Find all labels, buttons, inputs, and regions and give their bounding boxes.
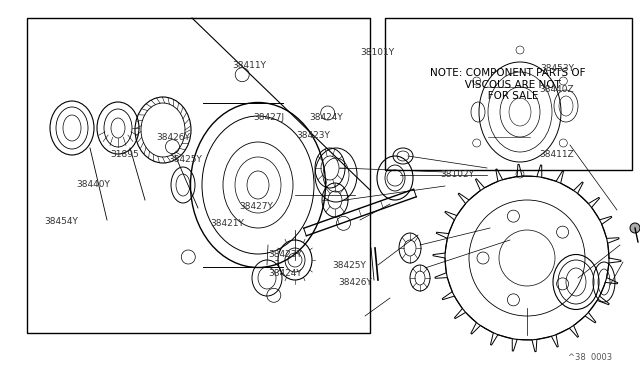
Text: 38423Y: 38423Y bbox=[268, 250, 301, 259]
Text: 38426Y: 38426Y bbox=[156, 133, 189, 142]
Text: 38440Z: 38440Z bbox=[540, 85, 574, 94]
Text: 38102Y: 38102Y bbox=[440, 170, 475, 179]
Text: 38411Y: 38411Y bbox=[232, 61, 267, 70]
Text: 38453Y: 38453Y bbox=[540, 64, 574, 73]
Bar bbox=[385, 18, 632, 170]
Text: 38424Y: 38424Y bbox=[268, 269, 301, 278]
Text: NOTE: COMPONENT PARTS OF
   VISCOUS ARE NOT
   FOR SALE: NOTE: COMPONENT PARTS OF VISCOUS ARE NOT… bbox=[430, 68, 586, 101]
Circle shape bbox=[630, 223, 640, 233]
Text: 38454Y: 38454Y bbox=[44, 217, 77, 226]
Text: 38427J: 38427J bbox=[253, 113, 284, 122]
Text: 38425Y: 38425Y bbox=[169, 155, 202, 164]
Text: 38411Z: 38411Z bbox=[540, 150, 574, 159]
Text: 31895: 31895 bbox=[111, 150, 139, 159]
Text: 38101Y: 38101Y bbox=[360, 48, 395, 57]
Text: 38440Y: 38440Y bbox=[76, 180, 109, 189]
Bar bbox=[27, 18, 370, 333]
Text: ^38  0003: ^38 0003 bbox=[568, 353, 612, 362]
Text: 38426Y: 38426Y bbox=[339, 278, 372, 287]
Text: 38423Y: 38423Y bbox=[297, 131, 330, 140]
Text: 38427Y: 38427Y bbox=[239, 202, 273, 211]
Text: 38425Y: 38425Y bbox=[332, 262, 365, 270]
Text: 38421Y: 38421Y bbox=[211, 219, 244, 228]
Text: 38424Y: 38424Y bbox=[310, 113, 343, 122]
